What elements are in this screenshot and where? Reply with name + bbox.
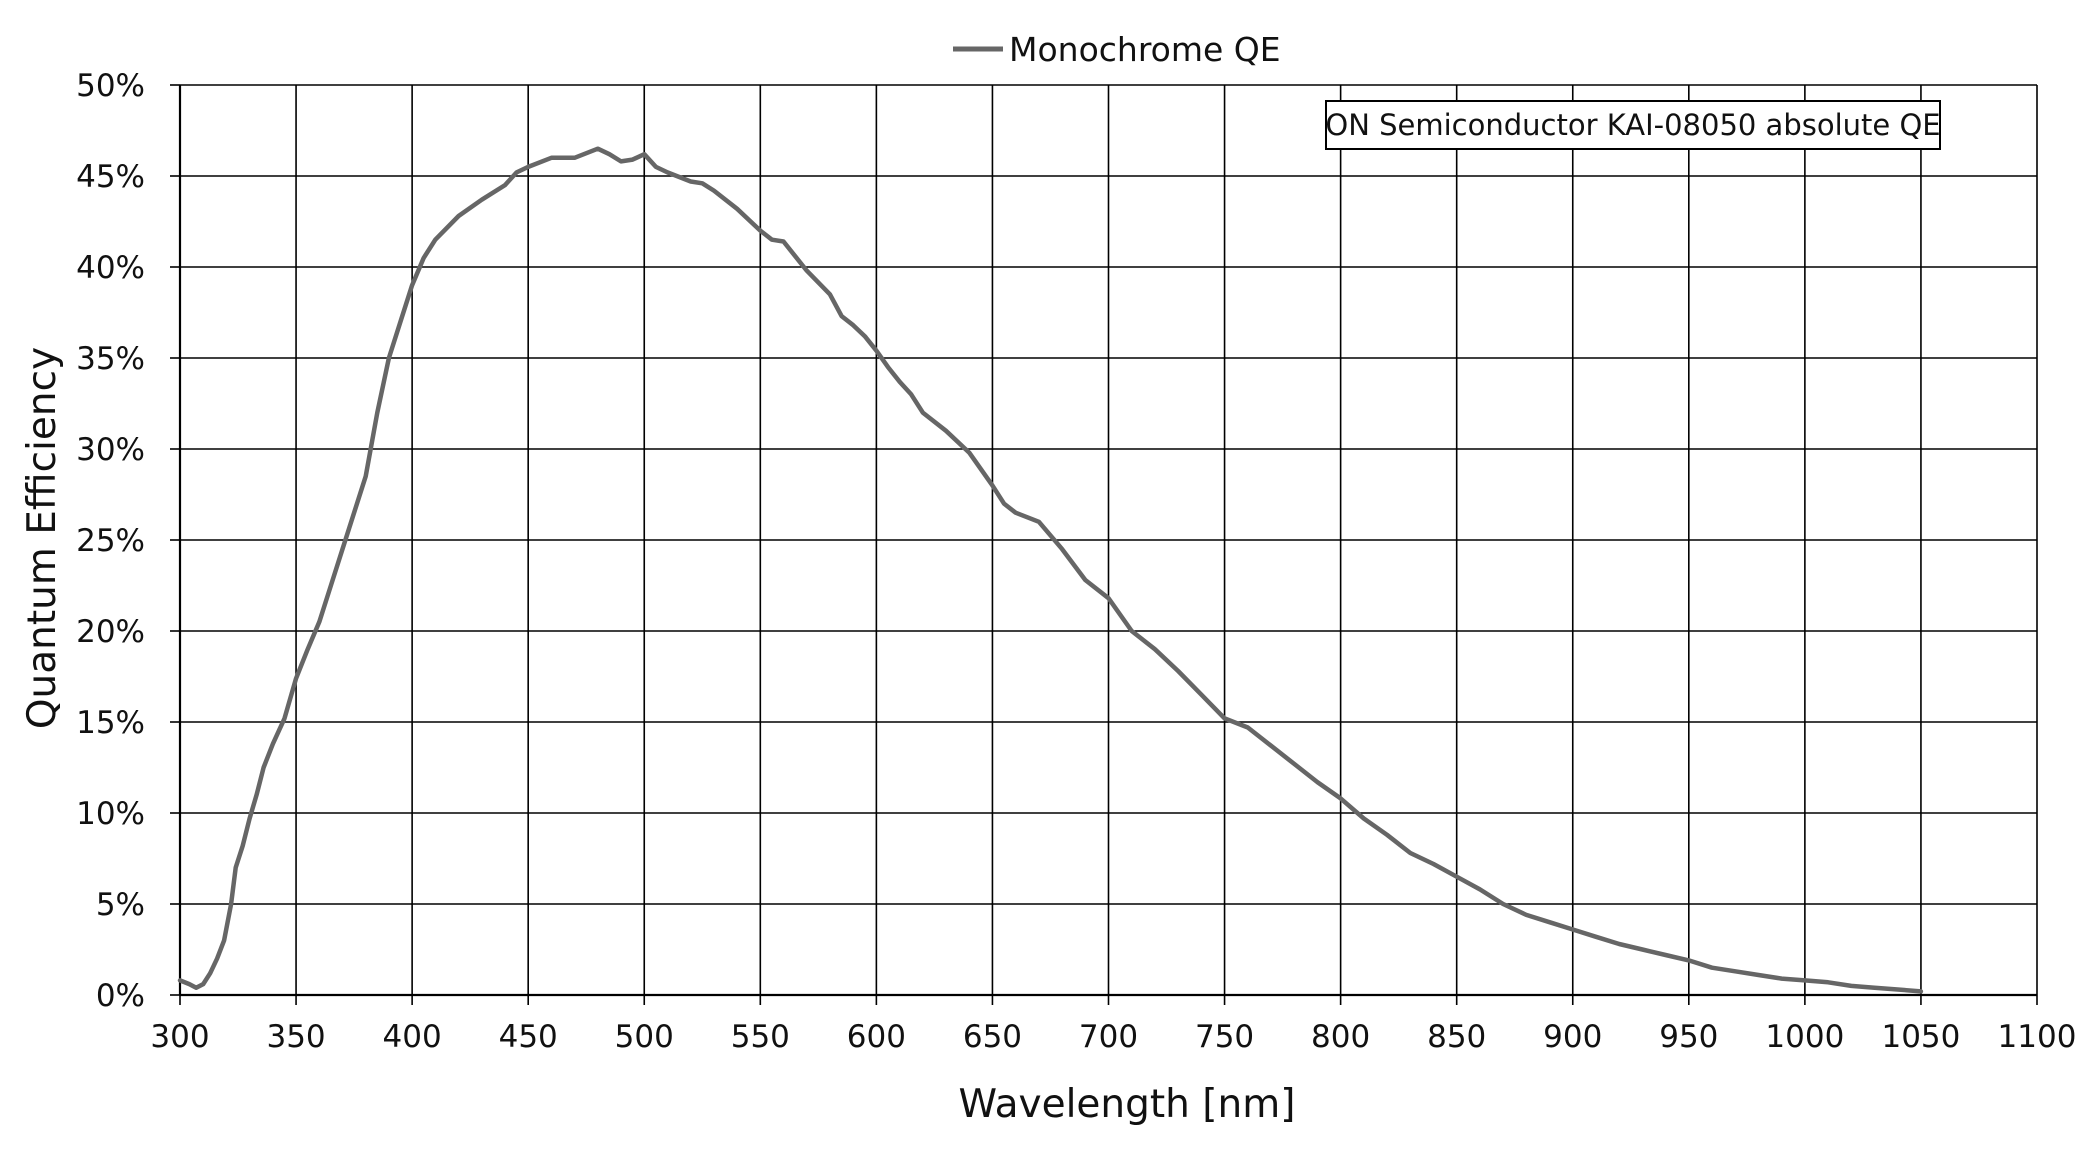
x-tick-label: 550 xyxy=(731,1019,790,1055)
gridlines xyxy=(170,84,2038,1005)
x-tick-label: 450 xyxy=(499,1019,558,1055)
y-tick-label: 25% xyxy=(76,523,145,559)
legend-label: Monochrome QE xyxy=(1009,30,1281,69)
x-tick-label: 850 xyxy=(1427,1019,1486,1055)
x-tick-label: 950 xyxy=(1659,1019,1718,1055)
annotation-box: ON Semiconductor KAI-08050 absolute QE xyxy=(1325,100,1941,150)
y-tick-label: 5% xyxy=(96,887,145,923)
annotation-text: ON Semiconductor KAI-08050 absolute QE xyxy=(1325,108,1940,142)
x-tick-label: 1050 xyxy=(1881,1019,1960,1055)
y-tick-label: 45% xyxy=(76,159,145,195)
x-axis-title: Wavelength [nm] xyxy=(959,1082,1296,1127)
y-tick-label: 15% xyxy=(76,705,145,741)
x-tick-labels: 300 350 400 450 500 550 600 650 700 750 800 850 900 9… xyxy=(150,1019,2076,1055)
y-tick-label: 40% xyxy=(76,250,145,286)
series-group xyxy=(177,146,1924,994)
x-tick-label: 350 xyxy=(266,1019,325,1055)
series-line-monochrome-qe xyxy=(177,146,1924,994)
x-tick-label: 900 xyxy=(1543,1019,1602,1055)
x-tick-label: 750 xyxy=(1195,1019,1254,1055)
y-tick-label: 0% xyxy=(96,978,145,1014)
x-tick-label: 800 xyxy=(1311,1019,1370,1055)
x-tick-label: 400 xyxy=(383,1019,442,1055)
y-tick-label: 10% xyxy=(76,796,145,832)
x-tick-label: 300 xyxy=(150,1019,209,1055)
y-tick-label: 30% xyxy=(76,432,145,468)
legend: Monochrome QE xyxy=(953,30,1281,69)
x-tick-label: 600 xyxy=(847,1019,906,1055)
y-tick-label: 50% xyxy=(76,68,145,104)
x-tick-label: 500 xyxy=(615,1019,674,1055)
x-tick-label: 700 xyxy=(1079,1019,1138,1055)
x-tick-label: 650 xyxy=(963,1019,1022,1055)
x-tick-label: 1000 xyxy=(1765,1019,1844,1055)
y-axis-title: Quantum Efficiency xyxy=(20,347,65,729)
annotation-frame xyxy=(1325,100,1941,150)
y-tick-label: 35% xyxy=(76,341,145,377)
x-tick-label: 1100 xyxy=(1998,1019,2077,1055)
y-tick-label: 20% xyxy=(76,614,145,650)
y-tick-labels: 0% 5% 10% 15% 20% 25% 30% 35% 40% 45% 50% xyxy=(76,68,145,1014)
